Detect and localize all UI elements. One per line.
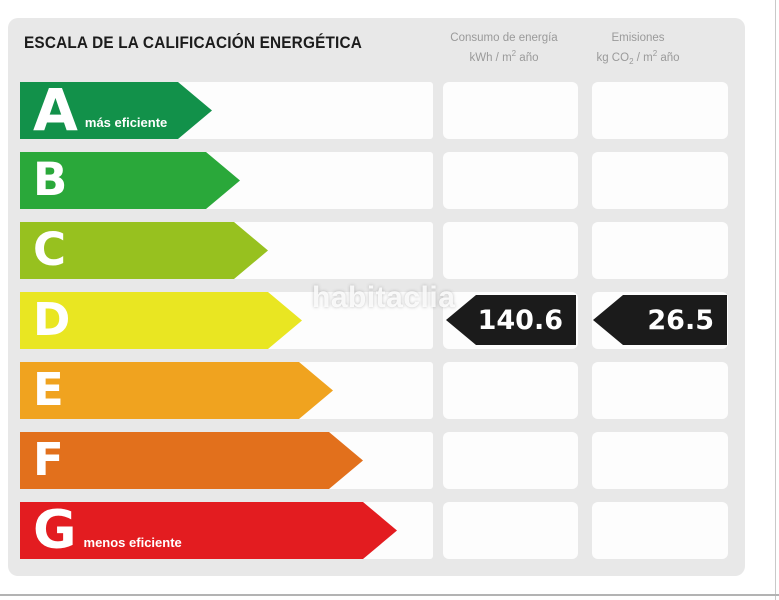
consumption-value: 140.6 bbox=[477, 304, 563, 336]
emissions-cell-e bbox=[592, 362, 728, 419]
rating-arrow-f: F bbox=[20, 432, 363, 489]
rating-arrow-e: E bbox=[20, 362, 333, 419]
rating-row-g: G menos eficiente bbox=[8, 502, 745, 559]
emissions-cell-f bbox=[592, 432, 728, 489]
grade-letter-e: E bbox=[33, 363, 64, 417]
grade-letter-a: A bbox=[33, 76, 78, 145]
consumption-cell-e bbox=[443, 362, 578, 419]
rating-row-f: F bbox=[8, 432, 745, 489]
consumption-header-unit: kWh / m2 año bbox=[469, 48, 539, 64]
consumption-cell-c bbox=[443, 222, 578, 279]
grade-letter-b: B bbox=[33, 153, 68, 207]
consumption-header-label: Consumo de energía bbox=[450, 32, 558, 44]
grade-letter-g: G bbox=[33, 499, 77, 561]
rating-row-a: A más eficiente bbox=[8, 82, 745, 139]
rating-row-d: 140.6 26.5 D bbox=[8, 292, 745, 349]
grade-letter-d: D bbox=[33, 293, 71, 347]
column-header-consumption: Consumo de energía kWh / m2 año bbox=[430, 30, 578, 67]
grade-letter-f: F bbox=[33, 433, 64, 487]
efficiency-label-most: más eficiente bbox=[84, 115, 168, 130]
energy-scale-panel: ESCALA DE LA CALIFICACIÓN ENERGÉTICA Con… bbox=[8, 18, 745, 576]
consumption-cell-g bbox=[443, 502, 578, 559]
rating-arrow-g: G menos eficiente bbox=[20, 502, 397, 559]
emissions-cell-d: 26.5 bbox=[592, 292, 728, 349]
emissions-value: 26.5 bbox=[647, 304, 714, 336]
consumption-value-arrow: 140.6 bbox=[446, 295, 576, 345]
page-right-divider bbox=[775, 0, 776, 600]
efficiency-label-least: menos eficiente bbox=[83, 535, 182, 550]
emissions-header-unit: kg CO2 / m2 año bbox=[596, 48, 680, 66]
rating-row-c: C bbox=[8, 222, 745, 279]
habitaclia-watermark: habitaclia bbox=[312, 281, 456, 314]
emissions-cell-a bbox=[592, 82, 728, 139]
consumption-cell-a bbox=[443, 82, 578, 139]
emissions-cell-c bbox=[592, 222, 728, 279]
consumption-cell-b bbox=[443, 152, 578, 209]
rating-arrow-b: B bbox=[20, 152, 240, 209]
emissions-value-arrow: 26.5 bbox=[593, 295, 727, 345]
page-title: ESCALA DE LA CALIFICACIÓN ENERGÉTICA bbox=[24, 34, 363, 52]
emissions-cell-b bbox=[592, 152, 728, 209]
rating-arrow-a: A más eficiente bbox=[20, 82, 212, 139]
consumption-cell-d: 140.6 bbox=[443, 292, 578, 349]
rating-row-e: E bbox=[8, 362, 745, 419]
grade-letter-c: C bbox=[33, 223, 67, 277]
rating-arrow-c: C bbox=[20, 222, 268, 279]
column-header-emissions: Emisiones kg CO2 / m2 año bbox=[564, 30, 712, 68]
rating-arrow-d: D bbox=[20, 292, 302, 349]
consumption-cell-f bbox=[443, 432, 578, 489]
rating-row-b: B bbox=[8, 152, 745, 209]
page-bottom-divider bbox=[0, 594, 779, 596]
emissions-header-label: Emisiones bbox=[611, 32, 665, 44]
emissions-cell-g bbox=[592, 502, 728, 559]
